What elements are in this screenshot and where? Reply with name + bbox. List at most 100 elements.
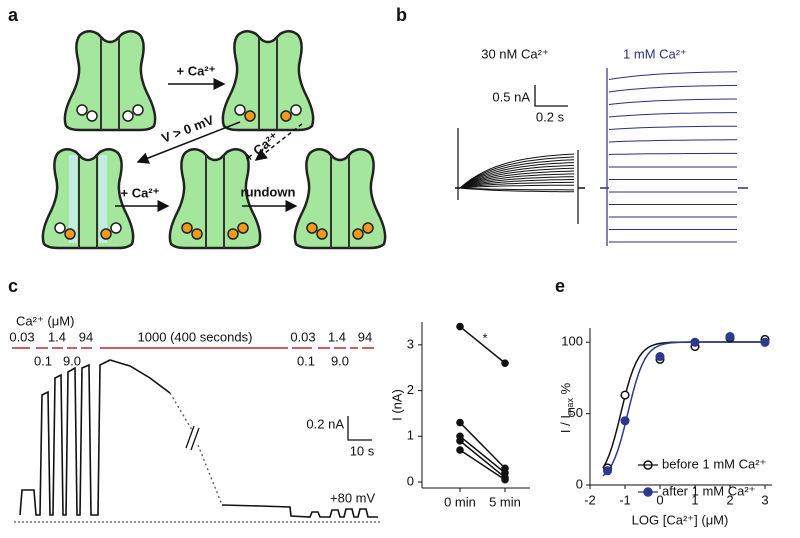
conc-label: 1000 (400 seconds) (138, 329, 253, 344)
legend-label: after 1 mM Ca²⁺ (662, 483, 756, 498)
fit-curve (602, 341, 768, 477)
current-trace (608, 84, 738, 93)
x-tick-label: 3 (761, 492, 768, 507)
point (620, 390, 630, 400)
current-trace (459, 179, 575, 189)
current-trace (608, 152, 737, 155)
condition-label: 30 nM Ca²⁺ (481, 46, 549, 61)
channel (293, 147, 387, 250)
scale-label: 0.2 s (536, 109, 565, 124)
y-axis-label: I (nA) (389, 389, 404, 421)
point (760, 337, 770, 347)
panel-a: + Ca²⁺ V > 0 mV + Ca²⁺ + Ca²⁺ rundown (41, 29, 387, 250)
point (501, 475, 509, 484)
y-axis-label-part: I / I (558, 415, 573, 433)
shape (234, 104, 246, 116)
x-tick-label: 0 min (444, 494, 476, 509)
pair-line (459, 435, 506, 474)
x-axis-label: LOG [Ca²⁺] (μM) (632, 512, 729, 527)
panel-label: b (396, 5, 407, 25)
x-tick-label: 1 (691, 492, 698, 507)
x-tick-label: -2 (584, 492, 596, 507)
current-trace (459, 156, 575, 189)
x-tick-label: 5 min (489, 494, 521, 509)
pair-line (459, 440, 506, 479)
current-trace (608, 125, 737, 130)
point (725, 332, 735, 342)
current-trace (459, 162, 575, 189)
voltage-label: +80 mV (330, 490, 375, 505)
step-label: + Ca²⁺ (120, 185, 159, 200)
y-axis-label-part: % (558, 382, 573, 398)
conc-label: 9.0 (63, 353, 81, 368)
shape (122, 110, 134, 122)
current-trace (459, 187, 575, 193)
shape (100, 228, 112, 240)
shape (64, 228, 76, 240)
current-trace (459, 159, 575, 189)
current-trace (221, 504, 378, 518)
open-pore (99, 155, 107, 243)
shape (76, 104, 88, 116)
current-trace (459, 176, 575, 189)
step-label: + Ca²⁺ (176, 63, 215, 78)
conc-label: 0.1 (297, 353, 315, 368)
channel (221, 29, 315, 132)
panel-e-chart: e 0 50 100 -2 -1 0 1 2 3 LOG [Ca²⁺] (μM) I / Imax %… (555, 276, 772, 527)
current-trace (459, 173, 575, 189)
step-label: V > 0 mV (159, 112, 216, 146)
panel-label: e (555, 276, 565, 296)
step-label: + Ca²⁺ (241, 129, 281, 165)
conc-label: 0.1 (34, 353, 52, 368)
conc-label: 0.03 (9, 329, 34, 344)
point (655, 351, 665, 362)
arrows (115, 78, 303, 212)
current-trace (459, 167, 575, 189)
shape (352, 228, 364, 240)
y-tick-label: 50 (569, 405, 583, 420)
point (456, 322, 464, 331)
y-axis-label: I / Imax % (558, 382, 575, 433)
conc-label: 1.4 (328, 329, 346, 344)
shape (136, 121, 241, 164)
current-trace (459, 164, 575, 189)
y-tick-label: 3 (407, 336, 414, 351)
panel-label: a (8, 5, 19, 25)
shape (132, 104, 144, 116)
x-tick-label: 0 (656, 492, 663, 507)
point (501, 359, 509, 367)
conc-label: 0.03 (290, 329, 315, 344)
legend-label: before 1 mM Ca²⁺ (662, 456, 766, 471)
x-tick-label: 2 (726, 492, 733, 507)
shape (254, 123, 303, 161)
y-tick-label: 0 (576, 476, 583, 491)
current-trace (19, 359, 171, 516)
current-trace (459, 184, 574, 189)
shape (110, 222, 122, 234)
channel (63, 29, 157, 132)
condition-label: 1 mM Ca²⁺ (623, 46, 687, 61)
y-tick-label: 0 (407, 473, 414, 488)
current-trace (608, 98, 737, 105)
panel-b: 30 nM Ca²⁺ 1 mM Ca²⁺ 0.5 nA 0.2 s (455, 46, 748, 246)
point (456, 446, 464, 454)
point (456, 437, 464, 445)
scale-label: 10 s (350, 443, 375, 458)
pair-line (459, 325, 506, 364)
scale-label: 0.2 nA (306, 416, 344, 431)
point (620, 416, 630, 426)
axis-title: Ca²⁺ (μM) (16, 313, 74, 328)
shape (316, 228, 328, 240)
axis-break (185, 425, 200, 451)
scale-bar (534, 85, 568, 107)
shape (86, 110, 98, 122)
scale-bar (347, 416, 372, 441)
point (456, 418, 464, 427)
omitted-trace (169, 392, 223, 506)
shape (306, 222, 318, 234)
shape (54, 222, 66, 234)
shape (362, 222, 374, 234)
shape (237, 222, 249, 234)
y-axis-label-part: max (565, 398, 575, 416)
